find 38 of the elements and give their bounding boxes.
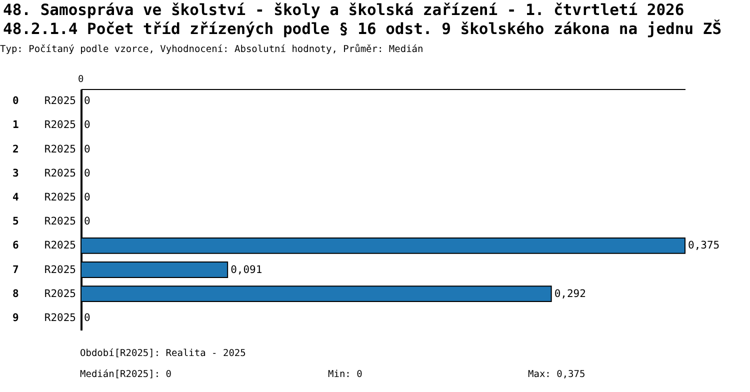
y-tick-label: 4 (12, 191, 19, 204)
text: Min: 0 (328, 369, 362, 380)
text: R2025 (44, 167, 76, 180)
series-label: R2025 (44, 240, 76, 252)
data-label: 0 (84, 143, 90, 156)
data-label: 0,292 (554, 288, 586, 300)
text: R2025 (44, 264, 76, 276)
text: Medián[R2025]: 0 (80, 369, 172, 380)
text: R2025 (44, 312, 76, 324)
data-label: 0 (84, 119, 90, 132)
data-label: 0 (84, 167, 90, 180)
chart-title: 48. Samospráva ve školství - školy a školská zařízení - 1. čtvrtletí 2026 (3, 1, 684, 19)
y-tick-label: 3 (12, 167, 19, 180)
y-tick-label: 2 (12, 143, 19, 156)
y-tick-label: 9 (12, 312, 19, 324)
data-label: 0 (84, 191, 90, 204)
chart-subtitle: 48.2.1.4 Počet tříd zřízených podle § 16 odst. 9 školského zákona na jednu ZŠ (3, 20, 722, 38)
text: R2025 (44, 216, 76, 228)
text: 0 (78, 74, 84, 85)
text: R2025 (44, 191, 76, 204)
data-label: 0,091 (230, 264, 262, 276)
text: R2025 (44, 143, 76, 156)
data-label: 0 (84, 312, 90, 324)
data-label: 0 (84, 95, 90, 108)
y-tick-label: 6 (12, 240, 19, 252)
text: Typ: Počítaný podle vzorce, Vyhodnocení: Absolutní hodnoty, Průměr: Medián (0, 44, 424, 55)
data-label: 0 (84, 216, 90, 228)
text: Max: 0,375 (528, 369, 586, 380)
text: Období[R2025]: Realita - 2025 (80, 348, 246, 359)
y-tick-label: 7 (12, 264, 19, 276)
y-tick-label: 8 (12, 288, 19, 300)
y-tick-label: 1 (12, 119, 19, 132)
y-tick-label: 5 (12, 216, 19, 228)
text: R2025 (44, 95, 76, 108)
text: R2025 (44, 288, 76, 300)
data-label: 0,375 (688, 240, 720, 252)
y-tick-label: 0 (12, 95, 19, 108)
text: R2025 (44, 119, 76, 132)
